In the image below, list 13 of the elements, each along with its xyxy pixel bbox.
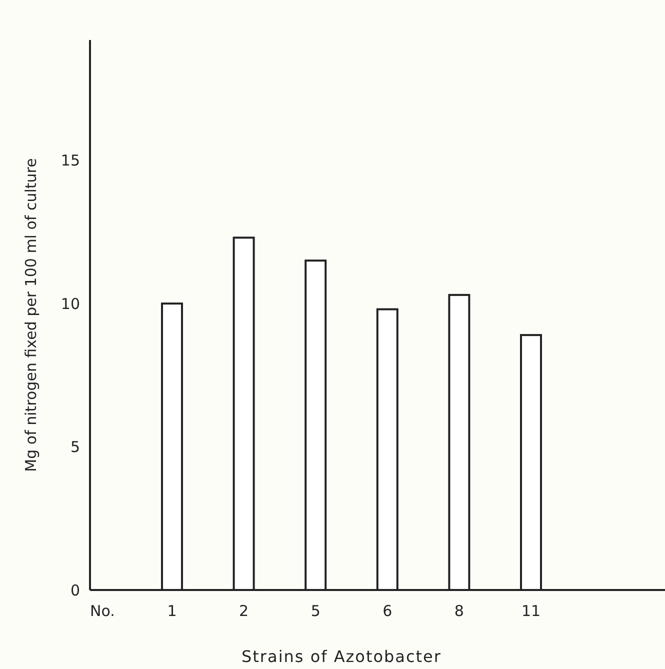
x-tick-label: 2 <box>239 602 249 620</box>
x-tick-label: 6 <box>382 602 392 620</box>
x-tick-label: 1 <box>167 602 177 620</box>
x-axis-title: Strains of Azotobacter <box>242 647 442 666</box>
y-tick-label: 15 <box>60 152 80 170</box>
y-axis-title: Mg of nitrogen fixed per 100 ml of culture <box>22 158 40 472</box>
text: No. <box>90 602 115 620</box>
y-tick-label: 5 <box>70 438 80 456</box>
x-tick-label: 8 <box>454 602 464 620</box>
x-tick-label: 11 <box>521 602 541 620</box>
y-tick-label: 0 <box>70 581 80 600</box>
x-tick-label: 5 <box>310 602 320 620</box>
y-tick-label: 10 <box>60 294 80 313</box>
